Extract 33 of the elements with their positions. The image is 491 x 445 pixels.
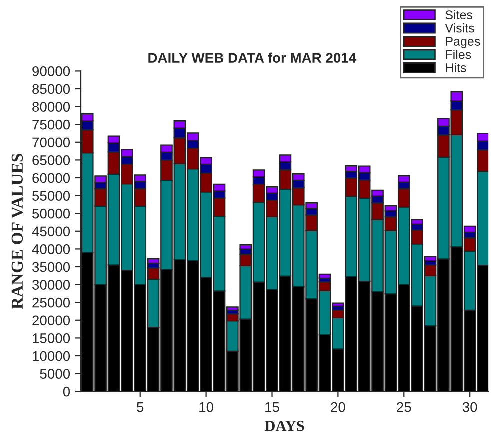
y-tick-label: 75000	[32, 120, 70, 130]
y-tick-label: 0	[63, 386, 70, 397]
legend-label: Visits	[445, 24, 474, 33]
y-tick-label: 80000	[32, 102, 70, 112]
legend-label: Sites	[446, 10, 473, 20]
legend-label: Pages	[446, 37, 480, 48]
x-tick-label: 25	[397, 402, 412, 412]
y-tick-label: 40000	[32, 244, 70, 254]
x-axis-title: DAYS	[264, 421, 304, 432]
legend-label: Hits	[446, 63, 466, 72]
y-tick-label: 10000	[33, 351, 70, 362]
y-tick-label: 20000	[32, 316, 70, 326]
y-tick-label: 55000	[32, 191, 70, 201]
y-tick-label: 25000	[32, 298, 70, 308]
x-tick-label: 30	[462, 402, 478, 412]
y-tick-label: 50000	[32, 208, 70, 219]
y-tick-label: 70000	[32, 138, 70, 148]
y-tick-label: 65000	[32, 156, 70, 166]
y-tick-label: 35000	[32, 262, 70, 272]
y-tick-label: 90000	[32, 66, 70, 76]
x-tick-label: 20	[331, 402, 346, 412]
y-tick-label: 15000	[33, 334, 70, 344]
y-tick-label: 60000	[32, 173, 70, 184]
y-tick-label: 85000	[32, 84, 70, 94]
y-tick-label: 5000	[40, 369, 70, 379]
y-tick-label: 30000	[32, 280, 70, 290]
x-tick-label: 5	[137, 402, 144, 412]
y-axis-title: RANGE OF VALUES	[12, 154, 24, 310]
legend-label: Files	[446, 50, 472, 60]
y-tick-label: 45000	[32, 226, 70, 237]
chart-title: DAILY WEB DATA for MAR 2014	[148, 52, 357, 64]
x-tick-label: 10	[200, 402, 214, 412]
x-tick-label: 15	[266, 402, 280, 412]
